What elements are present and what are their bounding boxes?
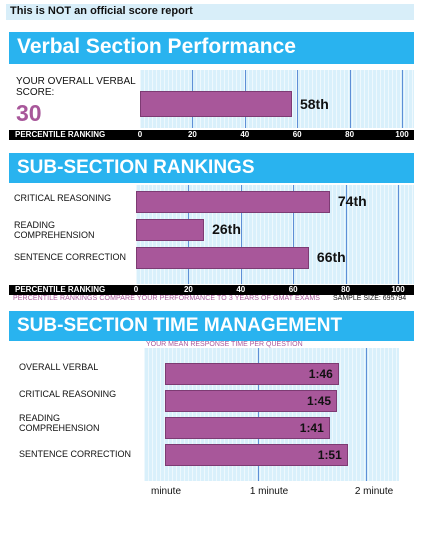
overall-percentile-chart: 58th (140, 70, 414, 128)
gridline (258, 348, 259, 481)
percentile-footnote: PERCENTILE RANKINGS COMPARE YOUR PERFORM… (13, 295, 321, 302)
percentile-axis-bottom: PERCENTILE RANKING 0 20 40 60 80 100 (9, 285, 414, 295)
time-row-label: CRITICAL REASONING (19, 389, 117, 399)
subsection-percentile-label: 26th (212, 221, 241, 237)
axis-tick-label: 40 (240, 130, 250, 139)
axis-tick-label: 40 (236, 285, 246, 294)
subsection-percentile-bar (136, 247, 309, 269)
gridline (345, 185, 347, 284)
subsection-percentile-chart: 74th 26th 66th (136, 185, 414, 284)
axis-tick-label: 60 (288, 285, 298, 294)
subsection-rankings-title: SUB-SECTION RANKINGS (9, 153, 414, 183)
axis-title: PERCENTILE RANKING (15, 285, 106, 294)
response-time-bar (165, 363, 339, 385)
gridline (297, 70, 299, 128)
axis-tick-label: 100 (391, 285, 405, 294)
verbal-section-title: Verbal Section Performance (9, 32, 414, 64)
axis-tick-label: 20 (187, 130, 197, 139)
overall-percentile-label: 58th (299, 96, 329, 112)
subsection-percentile-bar (136, 191, 330, 213)
response-time-bar (165, 417, 330, 439)
sample-size: SAMPLE SIZE: 695794 (333, 295, 407, 302)
overall-percentile-bar (140, 91, 292, 117)
subsection-percentile-label: 66th (316, 249, 346, 265)
axis-title: PERCENTILE RANKING (15, 130, 106, 139)
response-time-bar (165, 444, 348, 466)
axis-tick-label: 80 (345, 130, 355, 139)
gridline (366, 348, 367, 481)
response-time-label: 1:51 (317, 448, 342, 462)
time-row-label: SENTENCE CORRECTION (19, 449, 132, 459)
axis-tick-label: 80 (341, 285, 351, 294)
gridline (349, 70, 351, 128)
axis-tick-label: 0 (137, 130, 143, 139)
time-axis-label: 1 minute (249, 486, 289, 497)
axis-tick-label: 60 (292, 130, 302, 139)
percentile-axis-top: PERCENTILE RANKING 0 20 40 60 80 100 (9, 130, 414, 140)
gridline (293, 185, 295, 284)
axis-tick-label: 0 (133, 285, 139, 294)
time-axis-label: minute (150, 486, 182, 497)
subsection-row-label: READING COMPREHENSION (14, 220, 95, 240)
response-time-label: 1:45 (306, 394, 331, 408)
subsection-percentile-bar (136, 219, 205, 241)
overall-score-label: YOUR OVERALL VERBAL SCORE: (16, 76, 136, 98)
time-management-title: SUB-SECTION TIME MANAGEMENT (9, 311, 414, 341)
overall-score-value: 30 (16, 100, 42, 126)
subsection-row-label: SENTENCE CORRECTION (14, 252, 127, 262)
gridline (240, 185, 242, 284)
response-time-bar (165, 390, 337, 412)
time-row-label: OVERALL VERBAL (19, 362, 99, 372)
time-row-label: READING COMPREHENSION (19, 413, 100, 433)
time-axis-label: 2 minute (354, 486, 394, 497)
mean-response-caption: YOUR MEAN RESPONSE TIME PER QUESTION (146, 341, 303, 348)
response-time-label: 1:46 (308, 367, 333, 381)
gridline (402, 70, 403, 128)
subsection-row-label: CRITICAL REASONING (14, 193, 112, 203)
response-time-label: 1:41 (299, 421, 324, 435)
gridline (398, 185, 399, 284)
not-official-notice: This is NOT an official score report (6, 4, 414, 20)
response-time-chart: 1:46 1:45 1:41 1:51 (144, 348, 399, 481)
axis-tick-label: 100 (395, 130, 409, 139)
subsection-percentile-label: 74th (337, 193, 367, 209)
axis-tick-label: 20 (183, 285, 193, 294)
